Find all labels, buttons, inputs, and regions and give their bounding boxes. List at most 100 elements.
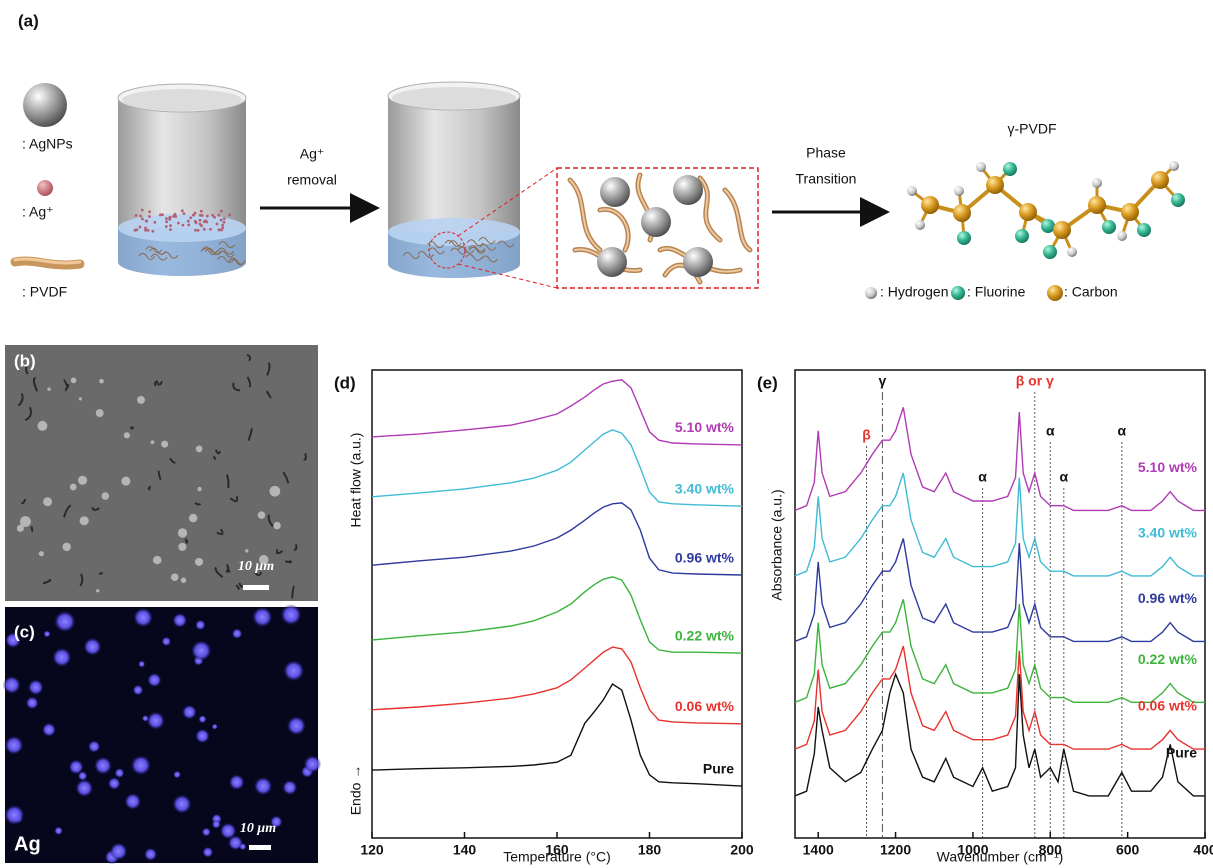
ag-signal bbox=[109, 842, 128, 861]
zoom-line bbox=[457, 167, 558, 237]
sem-crack bbox=[266, 362, 271, 376]
sem-particle bbox=[38, 551, 44, 557]
ag-ion bbox=[222, 220, 226, 224]
ag-signal bbox=[198, 715, 207, 724]
sem-crack bbox=[282, 471, 290, 484]
x-tick-label: 160 bbox=[545, 842, 569, 858]
sem-crack bbox=[24, 406, 32, 422]
x-tick-label: 1000 bbox=[957, 842, 988, 858]
ag-signal bbox=[87, 740, 101, 753]
ag-signal bbox=[54, 826, 63, 836]
ag-signal bbox=[83, 637, 102, 656]
sem-particle bbox=[259, 554, 269, 565]
ag-ion bbox=[193, 219, 197, 223]
series-label: 3.40 wt% bbox=[1138, 525, 1198, 541]
agnp bbox=[641, 207, 671, 237]
ag-ion bbox=[211, 213, 214, 217]
sem-particle bbox=[37, 420, 48, 431]
ag-ion bbox=[148, 215, 151, 218]
panel-label: (d) bbox=[334, 373, 356, 392]
annotation: α bbox=[978, 469, 987, 485]
x-tick-label: 1400 bbox=[803, 842, 834, 858]
beaker-inner bbox=[122, 89, 242, 111]
sem-crack bbox=[293, 543, 298, 551]
plot-frame bbox=[794, 369, 1206, 839]
ag-ion bbox=[158, 213, 162, 217]
series-label: 0.22 wt% bbox=[1138, 651, 1198, 667]
ag-signal bbox=[280, 604, 302, 626]
agnp bbox=[597, 247, 627, 277]
sem-crack bbox=[98, 572, 104, 575]
ag-ion bbox=[221, 223, 225, 227]
ag-ion bbox=[198, 213, 202, 217]
sem-crack bbox=[246, 353, 252, 362]
sem-particle bbox=[69, 483, 77, 491]
panel-label: (b) bbox=[14, 351, 36, 370]
element-label: Ag bbox=[14, 833, 41, 855]
fiber bbox=[201, 246, 219, 254]
sem-crack bbox=[169, 457, 177, 464]
hydrogen bbox=[1117, 231, 1127, 241]
ag-ion bbox=[202, 227, 206, 231]
legend-text: : Ag⁺ bbox=[22, 204, 54, 220]
x-tick-label: 180 bbox=[638, 842, 662, 858]
sem-crack bbox=[213, 455, 217, 461]
annotation: β or γ bbox=[1016, 373, 1054, 389]
fiber bbox=[480, 255, 498, 263]
ag-ion bbox=[169, 224, 172, 227]
ag-ion bbox=[161, 213, 164, 217]
fiber bbox=[145, 246, 163, 254]
series-line bbox=[371, 646, 743, 725]
ag-signal bbox=[41, 722, 57, 737]
series-label: 3.40 wt% bbox=[675, 481, 735, 497]
beaker-inner bbox=[392, 87, 516, 109]
sem-particle bbox=[245, 549, 249, 553]
ag-ion bbox=[186, 219, 190, 223]
sem-crack bbox=[32, 376, 39, 392]
sem-crack bbox=[130, 426, 134, 430]
fiber bbox=[150, 253, 168, 261]
ag-signal bbox=[77, 771, 88, 781]
carbon-icon bbox=[1047, 285, 1063, 301]
ag-ion bbox=[198, 218, 202, 222]
panel-label: (a) bbox=[18, 11, 39, 30]
sem-particle bbox=[180, 577, 187, 583]
agnp bbox=[673, 175, 703, 205]
x-axis-label: Wavenumber (cm⁻¹) bbox=[937, 849, 1064, 865]
ag-ion bbox=[209, 227, 212, 231]
ag-ion bbox=[213, 215, 216, 219]
fiber bbox=[403, 251, 420, 259]
product-title: γ-PVDF bbox=[1008, 121, 1057, 137]
fiber bbox=[465, 253, 483, 261]
series-line bbox=[371, 429, 743, 507]
ag-signal bbox=[4, 632, 21, 649]
ag-signal bbox=[172, 612, 188, 628]
sem-particle bbox=[19, 516, 31, 527]
series-label: Pure bbox=[703, 760, 734, 776]
x-tick-label: 600 bbox=[1116, 842, 1140, 858]
series-label: 0.96 wt% bbox=[1138, 590, 1198, 606]
pvdf-chain-hi bbox=[699, 177, 721, 241]
sem-particle bbox=[123, 432, 130, 439]
ag-ion bbox=[204, 219, 207, 223]
sem-crack bbox=[91, 506, 100, 511]
annotation: γ bbox=[879, 373, 887, 389]
hydrogen bbox=[907, 186, 917, 196]
panel-a: (a) : AgNPs : Ag⁺ : PVDF Ag⁺ removal Pha… bbox=[10, 11, 1185, 301]
ag-signal bbox=[253, 776, 273, 796]
carbon bbox=[1019, 203, 1037, 221]
ag-ion bbox=[173, 212, 177, 216]
ag-ion bbox=[199, 209, 203, 213]
sem-crack bbox=[194, 502, 202, 506]
ag-signal bbox=[114, 768, 125, 778]
sem-crack bbox=[63, 379, 69, 389]
ag-ion bbox=[192, 213, 195, 217]
sem-particle bbox=[47, 387, 51, 391]
x-tick-label: 200 bbox=[730, 842, 754, 858]
sem-crack bbox=[30, 526, 34, 533]
scale-text: 10 μm bbox=[240, 821, 276, 836]
carbon bbox=[1151, 171, 1169, 189]
sem-crack bbox=[247, 428, 253, 441]
legend-text: : PVDF bbox=[22, 284, 67, 300]
ag-signal bbox=[239, 843, 247, 851]
